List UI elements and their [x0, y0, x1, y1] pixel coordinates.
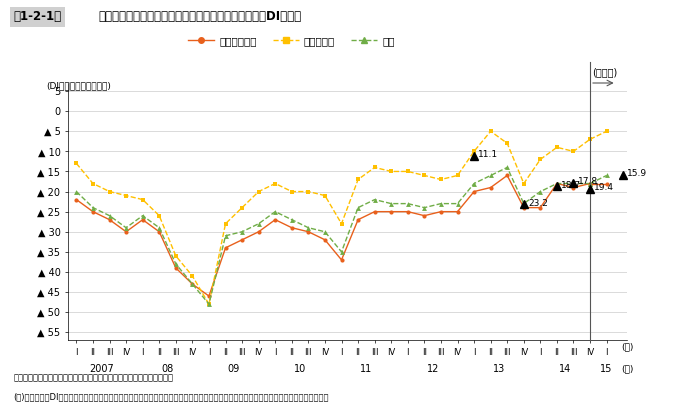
Text: (注)　業況判断DIは、前期に比べて、業況が「好転」と答えた企業の割合（％）から、「悪化」と答えた企業の割合（％）を引いたもの。: (注) 業況判断DIは、前期に比べて、業況が「好転」と答えた企業の割合（％）から… — [14, 392, 329, 401]
Text: 資料：中小企業庁・（独）中小企業基盤整備機構「中小企業景況調査」: 資料：中小企業庁・（独）中小企業基盤整備機構「中小企業景況調査」 — [14, 374, 174, 383]
Text: 11: 11 — [360, 364, 373, 374]
Text: 第1-2-1図: 第1-2-1図 — [14, 10, 62, 23]
Text: 18.7: 18.7 — [561, 181, 581, 190]
Text: (見通し): (見通し) — [592, 67, 618, 77]
Text: 15.9: 15.9 — [627, 169, 648, 178]
Text: (期): (期) — [621, 342, 633, 352]
Text: 13: 13 — [493, 364, 505, 374]
Text: (年): (年) — [621, 364, 633, 374]
Text: 23.2: 23.2 — [528, 199, 548, 208]
Text: 09: 09 — [227, 364, 240, 374]
Text: 19.4: 19.4 — [595, 183, 614, 193]
Text: 08: 08 — [161, 364, 174, 374]
Text: 11.1: 11.1 — [478, 150, 498, 159]
Text: 15: 15 — [601, 364, 613, 374]
Text: 2007: 2007 — [89, 364, 114, 374]
Text: 14: 14 — [559, 364, 571, 374]
Text: 12: 12 — [426, 364, 439, 374]
Text: (DI、前期比季節調整値): (DI、前期比季節調整値) — [46, 81, 112, 90]
Text: 17.8: 17.8 — [577, 177, 598, 186]
Text: 10: 10 — [294, 364, 306, 374]
Legend: 小規模事業者, 中規模企業, 全体: 小規模事業者, 中規模企業, 全体 — [184, 32, 399, 50]
Text: 企業規模別に見た中小企業・小規模事業者の業況判断DIの推移: 企業規模別に見た中小企業・小規模事業者の業況判断DIの推移 — [99, 10, 302, 23]
